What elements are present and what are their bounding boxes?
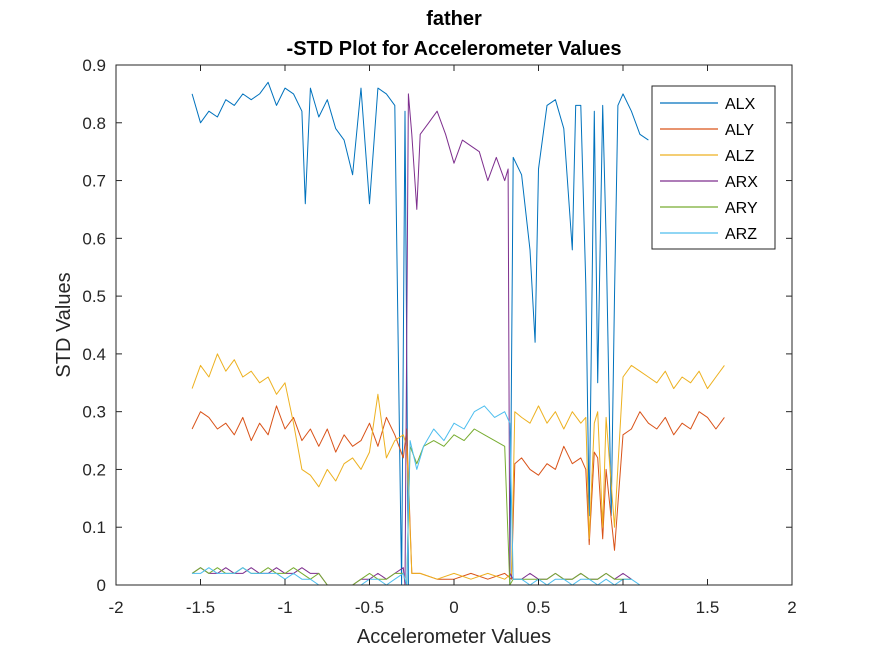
y-tick-label: 0.7 [82,172,106,191]
y-tick-label: 0.6 [82,229,106,248]
legend-label-arx: ARX [725,174,758,191]
y-tick-label: 0.3 [82,403,106,422]
legend-label-ary: ARY [725,200,758,217]
legend-label-alx: ALX [725,96,756,113]
x-tick-label: 2 [787,598,796,617]
x-tick-label: 1.5 [696,598,720,617]
series-line-alz [191,353,725,580]
y-tick-label: 0.9 [82,56,106,75]
y-axis-ticks: 0 0.1 0.2 0.3 0.4 0.5 0.6 0.7 0.8 0.9 [82,56,792,595]
legend-label-arz: ARZ [725,226,757,243]
y-axis-label: STD Values [53,272,75,377]
x-tick-label: -2 [108,598,123,617]
x-tick-label: -1 [277,598,292,617]
x-axis-label: Accelerometer Values [357,626,551,648]
y-tick-label: 0.8 [82,114,106,133]
legend-label-alz: ALZ [725,148,755,165]
x-tick-label: -1.5 [186,598,215,617]
chart-title-line-2: -STD Plot for Accelerometer Values [287,38,622,60]
x-tick-label: 1 [618,598,627,617]
legend-box [651,85,776,250]
y-tick-label: 0 [97,576,106,595]
y-tick-label: 0.4 [82,345,106,364]
legend-label-aly: ALY [725,122,754,139]
chart-title-line-1: father [426,8,482,30]
series-line-arz [192,405,725,586]
y-tick-label: 0.1 [82,518,106,537]
x-tick-label: 0 [449,598,458,617]
y-tick-label: 0.5 [82,287,106,306]
x-tick-label: 0.5 [527,598,551,617]
legend: ALX ALY ALZ ARX ARY ARZ [651,85,776,250]
y-tick-label: 0.2 [82,460,106,479]
x-tick-label: -0.5 [355,598,384,617]
x-axis-ticks: -2 -1.5 -1 -0.5 0 0.5 1 1.5 2 [108,65,797,617]
